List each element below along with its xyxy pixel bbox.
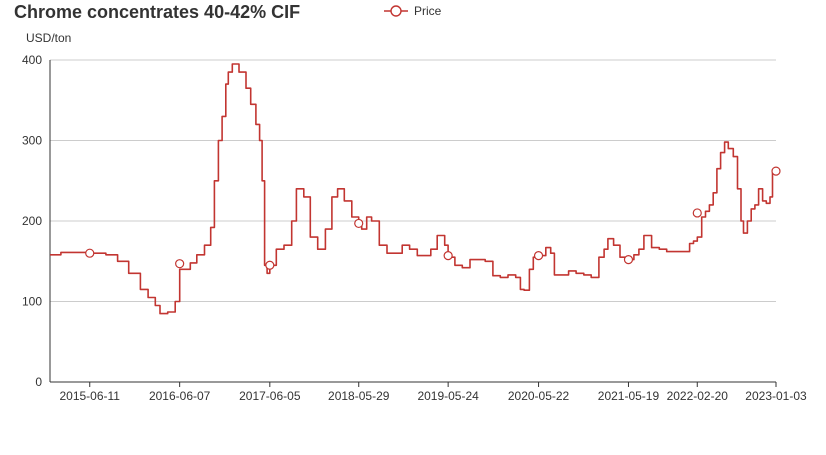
y-axis: 0 100 200 300 400 USD/ton bbox=[22, 31, 71, 389]
y-tick-label: 100 bbox=[22, 295, 42, 309]
x-axis: 2015-06-11 2016-06-07 2017-06-05 2018-05-29… bbox=[50, 381, 807, 403]
data-point bbox=[354, 218, 364, 229]
chart-title: Chrome concentrates 40-42% CIF bbox=[14, 2, 301, 22]
y-tick-label: 200 bbox=[22, 214, 42, 228]
x-tick-label: 2023-01-03 bbox=[745, 389, 807, 403]
x-tick-label: 2018-05-29 bbox=[328, 389, 390, 403]
price-line bbox=[50, 63, 777, 315]
legend-label: Price bbox=[414, 4, 442, 18]
x-tick-label: 2015-06-11 bbox=[59, 389, 120, 403]
x-tick-label: 2016-06-07 bbox=[149, 389, 211, 403]
data-point bbox=[265, 260, 275, 270]
data-point bbox=[771, 166, 781, 176]
data-point bbox=[85, 248, 95, 258]
data-point bbox=[175, 259, 185, 269]
data-point bbox=[533, 251, 544, 261]
x-tick-label: 2021-05-19 bbox=[598, 389, 660, 403]
grid-lines bbox=[50, 59, 776, 302]
x-tick-label: 2017-06-05 bbox=[239, 389, 301, 403]
data-point bbox=[692, 208, 702, 218]
x-tick-label: 2020-05-22 bbox=[508, 389, 570, 403]
series-price bbox=[50, 63, 781, 315]
y-axis-label: USD/ton bbox=[26, 31, 71, 45]
y-tick-label: 300 bbox=[22, 134, 42, 148]
legend[interactable]: Price bbox=[384, 4, 442, 18]
y-tick-label: 0 bbox=[35, 375, 42, 389]
y-tick-label: 400 bbox=[22, 53, 42, 67]
legend-marker bbox=[390, 5, 402, 17]
data-point bbox=[443, 251, 453, 261]
x-tick-label: 2019-05-24 bbox=[417, 389, 479, 403]
data-point bbox=[623, 255, 634, 265]
x-tick-label: 2022-02-20 bbox=[667, 389, 729, 403]
